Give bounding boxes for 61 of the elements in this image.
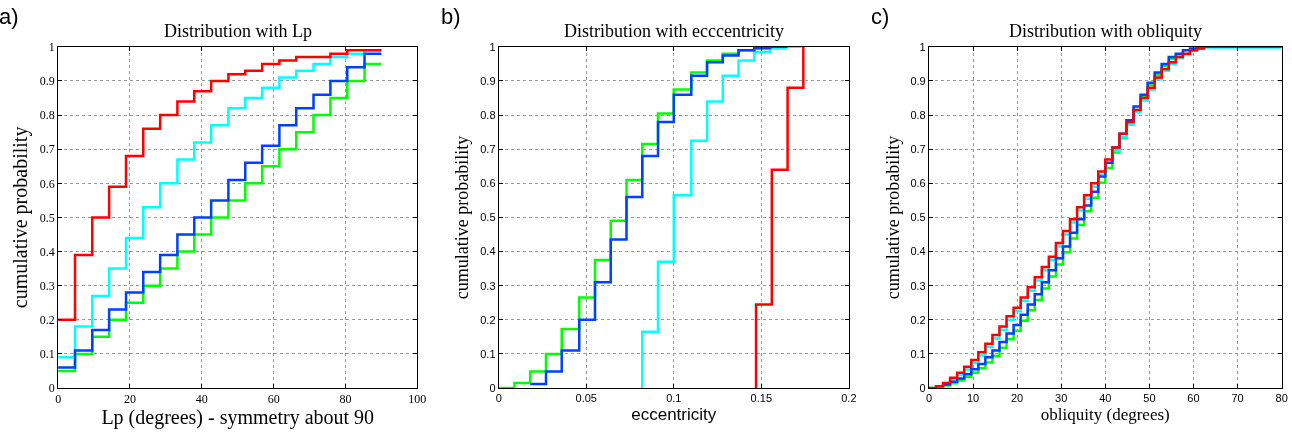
y-tick-label: 1	[919, 40, 926, 53]
x-tick-label: 50	[1143, 392, 1156, 405]
y-tick-label: 0.9	[910, 74, 926, 87]
y-tick-label: 0.1	[480, 347, 496, 360]
x-tick-label: 0.2	[841, 392, 857, 405]
x-axis-title: Lp (degrees) - symmetry about 90	[101, 406, 375, 430]
y-tick-label: 0.2	[910, 313, 926, 326]
y-tick-label: 0.5	[480, 211, 496, 224]
y-tick-label: 0.2	[39, 312, 55, 327]
chart-title: Distribution with Lp	[164, 21, 312, 41]
y-axis-title: cumulative probability	[882, 135, 903, 300]
y-tick-label: 0.8	[39, 108, 55, 123]
y-tick-label: 0.4	[480, 245, 496, 258]
chart-title: Distribution with ecccentricity	[564, 21, 784, 41]
x-tick-label: 100	[408, 392, 427, 407]
chart-title: Distribution with obliquity	[1009, 21, 1203, 41]
x-tick-label: 60	[267, 392, 280, 407]
x-tick-label: 10	[966, 392, 980, 405]
x-tick-label: 0.05	[575, 392, 597, 405]
x-axis-title: obliquity (degrees)	[1040, 404, 1170, 424]
y-tick-label: 0.4	[910, 245, 926, 258]
y-tick-label: 0.1	[39, 347, 55, 362]
y-tick-label: 1	[48, 40, 55, 55]
y-tick-label: 0.2	[480, 313, 496, 326]
y-tick-label: 0.6	[910, 177, 926, 190]
y-tick-label: 0.9	[39, 74, 55, 89]
text: a)	[0, 4, 19, 29]
y-tick-label: 1	[489, 40, 496, 53]
y-axis-title: cumulative probability	[452, 135, 473, 300]
x-tick-label: 40	[195, 392, 208, 407]
y-tick-label: 0.7	[480, 143, 496, 156]
y-tick-label: 0.3	[910, 279, 926, 292]
y-tick-label: 0.3	[480, 279, 496, 292]
x-tick-label: 60	[1187, 392, 1200, 405]
y-tick-label: 0.5	[910, 211, 926, 224]
x-tick-label: 40	[1099, 392, 1112, 405]
y-tick-label: 0.9	[480, 74, 496, 87]
y-axis-title: cumulative probability	[9, 126, 33, 309]
y-tick-label: 0	[919, 381, 926, 394]
x-tick-label: 20	[123, 392, 136, 407]
x-tick-label: 0.15	[750, 392, 773, 405]
x-tick-label: 20	[1011, 392, 1024, 405]
x-tick-label: 70	[1231, 392, 1244, 405]
y-tick-label: 0.7	[39, 142, 55, 157]
y-tick-label: 0.8	[910, 108, 926, 121]
y-tick-label: 0.3	[39, 278, 55, 293]
x-axis-title: eccentricity	[631, 404, 717, 424]
y-tick-label: 0	[489, 381, 496, 394]
y-tick-label: 0.1	[910, 347, 926, 360]
y-tick-label: 0.8	[480, 108, 496, 121]
text: b)	[441, 4, 461, 29]
y-tick-label: 0.5	[39, 210, 55, 225]
text: c)	[871, 4, 890, 29]
x-tick-label: 0.1	[666, 392, 682, 405]
x-tick-label: 80	[1275, 392, 1288, 405]
y-tick-label: 0.6	[39, 176, 55, 191]
y-tick-label: 0.7	[910, 143, 926, 156]
x-tick-label: 30	[1055, 392, 1068, 405]
x-tick-label: 80	[339, 392, 352, 407]
y-tick-label: 0.4	[39, 244, 55, 259]
y-tick-label: 0.6	[480, 177, 496, 190]
